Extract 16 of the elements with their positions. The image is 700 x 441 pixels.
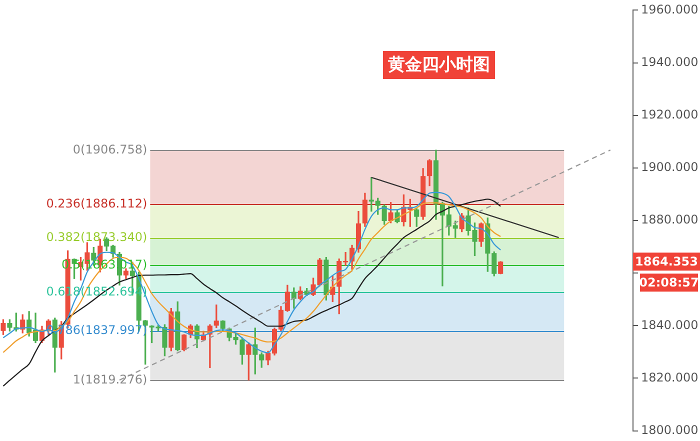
y-tick-label: 1940.000 [641,54,698,69]
y-tick-label: 1960.000 [641,2,698,16]
y-tick-label: 1820.000 [641,370,698,384]
text: 黄金四小时图 [383,51,495,79]
y-tick-label: 1800.000 [641,422,698,437]
text: 02:08:57 [639,275,699,290]
line-series [2,198,502,387]
y-tick-label: 1880.000 [641,212,698,227]
y-tick-label: 1840.000 [641,318,698,332]
ref-line-label: 1(1819.276) [72,372,148,386]
ref-line-label: 0(1906.758) [72,142,148,156]
ref-line-label: 0.236(1886.112) [46,196,148,211]
y-tick-label: 1900.000 [641,160,698,174]
y-tick-label: 1920.000 [641,107,698,122]
text: 1864.353 [634,254,698,268]
ref-line-label: 0.382(1873.340) [46,230,148,244]
